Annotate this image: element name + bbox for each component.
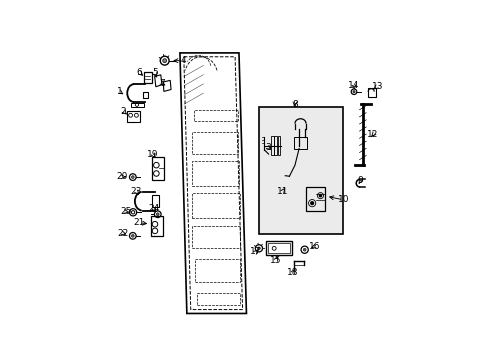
Polygon shape — [259, 107, 343, 234]
Text: 11: 11 — [276, 187, 287, 196]
Text: 1: 1 — [116, 87, 122, 96]
Text: 16: 16 — [308, 242, 320, 251]
Text: 23: 23 — [130, 187, 142, 196]
Circle shape — [310, 202, 313, 204]
Text: 7: 7 — [159, 79, 165, 88]
Text: 6: 6 — [136, 68, 142, 77]
Text: 22: 22 — [117, 229, 128, 238]
Circle shape — [303, 248, 305, 251]
Text: 10: 10 — [337, 195, 348, 204]
Text: 13: 13 — [371, 82, 383, 91]
Text: 24: 24 — [148, 204, 160, 213]
Circle shape — [319, 194, 321, 197]
Text: 5: 5 — [151, 68, 157, 77]
Circle shape — [131, 176, 134, 179]
Circle shape — [156, 213, 159, 216]
Text: 25: 25 — [120, 207, 132, 216]
Text: 21: 21 — [133, 218, 144, 227]
Circle shape — [257, 247, 260, 250]
Text: 8: 8 — [291, 100, 297, 109]
Text: 12: 12 — [366, 130, 378, 139]
Circle shape — [131, 234, 134, 237]
Text: 14: 14 — [347, 81, 359, 90]
Text: 19: 19 — [147, 150, 159, 159]
Text: 3: 3 — [264, 143, 270, 152]
Text: 17: 17 — [250, 247, 261, 256]
Text: 2: 2 — [121, 107, 126, 116]
Circle shape — [163, 59, 166, 63]
Text: 9: 9 — [357, 176, 363, 185]
Text: 18: 18 — [286, 268, 298, 277]
Text: 15: 15 — [269, 256, 281, 265]
Text: 4: 4 — [181, 56, 186, 65]
Circle shape — [352, 91, 354, 93]
Text: 20: 20 — [117, 172, 128, 181]
